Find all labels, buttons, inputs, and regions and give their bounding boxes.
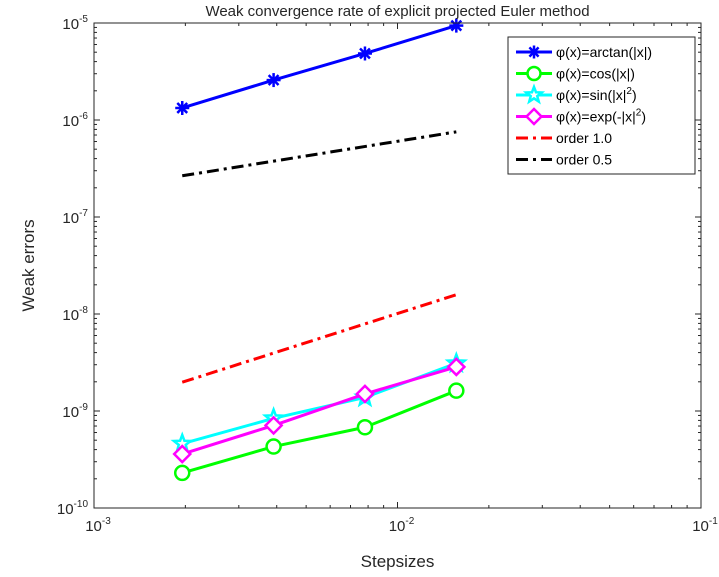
- data-point: [355, 384, 375, 404]
- x-tick-label: 10-2: [389, 516, 415, 535]
- series-4: [181, 293, 457, 384]
- ticks-layer: 10-3 10-2 10-1 10-10 10-9 10-8 10-7 10-6 10-5: [57, 14, 718, 535]
- x-axis-label: Stepsizes: [361, 552, 435, 571]
- data-point: [263, 415, 284, 436]
- legend-label: order 0.5: [556, 152, 612, 168]
- series-line: [181, 293, 457, 384]
- data-point: [175, 100, 190, 115]
- series-line: [181, 389, 457, 475]
- series-3: [172, 357, 467, 464]
- legend-label: φ(x)=sin(|x|2): [556, 86, 637, 103]
- y-tick-label: 10-7: [62, 208, 88, 227]
- series-line: [182, 130, 457, 178]
- legend-swatch-marker: [524, 107, 544, 126]
- data-point: [357, 46, 372, 61]
- data-point: [446, 357, 467, 377]
- legend-box: [507, 36, 696, 175]
- series-1: [173, 382, 465, 482]
- legend-label: φ(x)=cos(|x|): [556, 66, 635, 82]
- legend-swatch-marker: [526, 65, 542, 82]
- legend-label: φ(x)=exp(-|x|2): [556, 108, 646, 125]
- axes-layer: [93, 22, 702, 509]
- data-point: [173, 464, 191, 482]
- y-tick-label: 10-10: [57, 499, 89, 518]
- x-tick-label: 10-1: [692, 516, 718, 535]
- data-point: [266, 73, 281, 88]
- series-layer: [170, 18, 469, 482]
- series-0: [175, 18, 464, 115]
- legend-swatch-marker: [527, 45, 541, 59]
- legend: φ(x)=arctan(|x|) φ(x)=cos(|x|) φ(x)=sin(|x…: [507, 36, 696, 175]
- series-line: [181, 24, 457, 110]
- legend-label: order 1.0: [556, 130, 612, 146]
- data-point: [448, 382, 465, 399]
- legend-label: φ(x)=arctan(|x|): [556, 44, 652, 60]
- y-axis-label: Weak errors: [19, 219, 38, 311]
- y-tick-label: 10-9: [62, 402, 88, 421]
- series-5: [182, 130, 457, 178]
- data-point: [356, 418, 374, 436]
- chart-title: Weak convergence rate of explicit projec…: [205, 3, 589, 20]
- data-point: [172, 444, 193, 464]
- y-tick-label: 10-8: [62, 305, 88, 324]
- data-point: [265, 438, 282, 455]
- data-point: [449, 18, 464, 33]
- y-tick-label: 10-6: [62, 111, 88, 130]
- legend-swatch-marker: [522, 83, 546, 105]
- series-line: [181, 365, 457, 456]
- y-tick-label: 10-5: [62, 14, 88, 33]
- x-tick-label: 10-3: [85, 516, 111, 535]
